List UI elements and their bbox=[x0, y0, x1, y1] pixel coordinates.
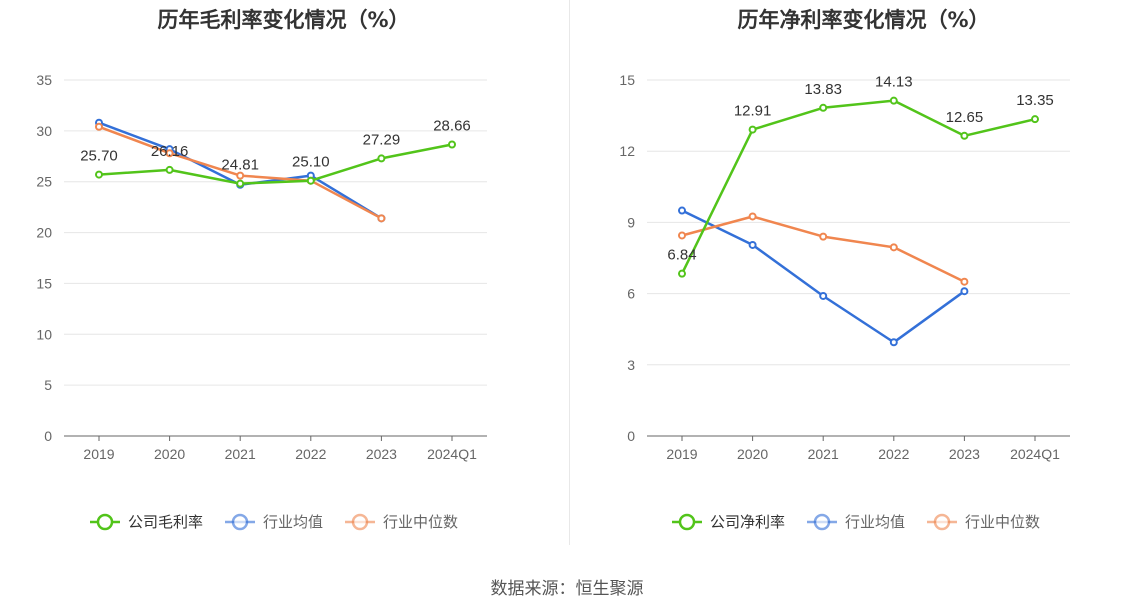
data-point bbox=[236, 171, 245, 180]
x-tick-label: 2021 bbox=[225, 446, 256, 462]
y-tick-label: 10 bbox=[36, 326, 52, 342]
data-point bbox=[960, 287, 969, 296]
data-point bbox=[165, 149, 174, 158]
data-point bbox=[819, 103, 828, 112]
series-line-industry-median bbox=[681, 215, 965, 283]
legend-item[interactable]: 行业均值 bbox=[807, 513, 905, 531]
legend-label: 行业均值 bbox=[845, 513, 905, 531]
x-tick-label: 2019 bbox=[666, 446, 697, 462]
x-tick-label: 2020 bbox=[154, 446, 185, 462]
data-label: 14.13 bbox=[875, 74, 913, 91]
series-line-company bbox=[98, 143, 453, 185]
legend-marker-icon bbox=[351, 513, 369, 531]
data-point bbox=[748, 125, 757, 134]
data-label: 13.35 bbox=[1016, 92, 1054, 109]
legend-marker-icon bbox=[933, 513, 951, 531]
x-tick-label: 2021 bbox=[808, 446, 839, 462]
x-tick-label: 2022 bbox=[295, 446, 326, 462]
data-point bbox=[165, 165, 174, 174]
data-label: 25.70 bbox=[80, 148, 118, 165]
chart-plot-area: 0 5 10 15 20 25 30 35 2019 2020 2021 2022 2023 2024Q1… bbox=[36, 72, 487, 531]
data-point bbox=[748, 240, 757, 249]
y-tick-label: 30 bbox=[36, 123, 52, 139]
legend-label: 行业均值 bbox=[263, 513, 323, 531]
data-label: 6.84 bbox=[667, 247, 696, 264]
y-tick-label: 5 bbox=[44, 377, 52, 393]
data-point bbox=[95, 122, 103, 131]
data-label: 25.10 bbox=[292, 154, 330, 171]
data-label: 12.65 bbox=[946, 109, 984, 126]
y-tick-label: 0 bbox=[627, 428, 635, 444]
x-tick-label: 2024Q1 bbox=[427, 446, 477, 462]
legend-item[interactable]: 行业中位数 bbox=[927, 513, 1040, 531]
legend-label: 公司毛利率 bbox=[128, 513, 203, 531]
y-tick-label: 15 bbox=[36, 275, 52, 291]
legend-marker-icon bbox=[231, 513, 249, 531]
data-point bbox=[889, 243, 898, 252]
data-point bbox=[95, 170, 103, 179]
y-tick-label: 6 bbox=[627, 286, 635, 302]
data-point bbox=[889, 96, 898, 105]
y-tick-label: 15 bbox=[619, 72, 635, 88]
legend-marker-icon bbox=[96, 513, 114, 531]
data-point bbox=[678, 206, 686, 215]
chart-title: 历年毛利率变化情况（%） bbox=[157, 8, 410, 32]
data-point bbox=[678, 269, 686, 278]
legend-label: 公司净利率 bbox=[710, 513, 785, 531]
x-tick-label: 2023 bbox=[366, 446, 397, 462]
data-label: 26.16 bbox=[151, 143, 189, 160]
data-point bbox=[377, 214, 386, 223]
legend-label: 行业中位数 bbox=[965, 513, 1040, 531]
y-tick-label: 25 bbox=[36, 174, 52, 190]
data-point bbox=[819, 291, 828, 300]
data-point bbox=[889, 338, 898, 347]
panel-divider bbox=[569, 0, 570, 545]
data-point bbox=[678, 231, 686, 240]
data-point bbox=[448, 140, 456, 149]
legend-item[interactable]: 行业中位数 bbox=[345, 513, 458, 531]
x-tick-label: 2020 bbox=[737, 446, 768, 462]
legend-marker-icon bbox=[813, 513, 831, 531]
chart-plot-area: 0 3 6 9 12 15 2019 2020 2021 2022 2023 2024Q1 6.84 12… bbox=[619, 72, 1070, 531]
source-note: 数据来源：恒生聚源 bbox=[490, 579, 644, 599]
legend-marker-icon bbox=[678, 513, 696, 531]
x-tick-label: 2022 bbox=[878, 446, 909, 462]
legend-item[interactable]: 公司净利率 bbox=[672, 513, 785, 531]
data-label: 24.81 bbox=[221, 157, 259, 174]
data-label: 12.91 bbox=[734, 103, 772, 120]
data-label: 27.29 bbox=[363, 131, 401, 148]
y-tick-label: 3 bbox=[627, 357, 635, 373]
data-label: 28.66 bbox=[433, 117, 471, 134]
data-point bbox=[748, 212, 757, 221]
chart-title: 历年净利率变化情况（%） bbox=[737, 8, 990, 32]
data-point bbox=[960, 131, 969, 140]
net-margin-chart: 历年净利率变化情况（%） 0 3 6 9 12 15 2019 2020 2021 2022 202… bbox=[580, 0, 1134, 560]
y-tick-label: 9 bbox=[627, 214, 635, 230]
y-tick-label: 0 bbox=[44, 428, 52, 444]
y-tick-label: 35 bbox=[36, 72, 52, 88]
y-tick-label: 12 bbox=[619, 143, 635, 159]
data-point bbox=[377, 154, 386, 163]
gross-margin-chart: 历年毛利率变化情况（%） 0 5 10 15 20 25 30 35 2019 2020 2021 2… bbox=[0, 0, 567, 560]
data-point bbox=[819, 232, 828, 241]
y-tick-label: 20 bbox=[36, 225, 52, 241]
series-line-industry-mean bbox=[681, 209, 966, 344]
legend-label: 行业中位数 bbox=[383, 513, 458, 531]
data-point bbox=[236, 179, 245, 188]
legend-item[interactable]: 行业均值 bbox=[225, 513, 323, 531]
data-point bbox=[306, 176, 315, 185]
x-tick-label: 2024Q1 bbox=[1010, 446, 1060, 462]
x-tick-label: 2019 bbox=[83, 446, 114, 462]
data-point bbox=[1031, 115, 1039, 124]
legend-item[interactable]: 公司毛利率 bbox=[90, 513, 203, 531]
data-point bbox=[960, 277, 969, 286]
series-line-company bbox=[680, 99, 1036, 275]
data-label: 13.83 bbox=[804, 81, 842, 98]
x-tick-label: 2023 bbox=[949, 446, 980, 462]
